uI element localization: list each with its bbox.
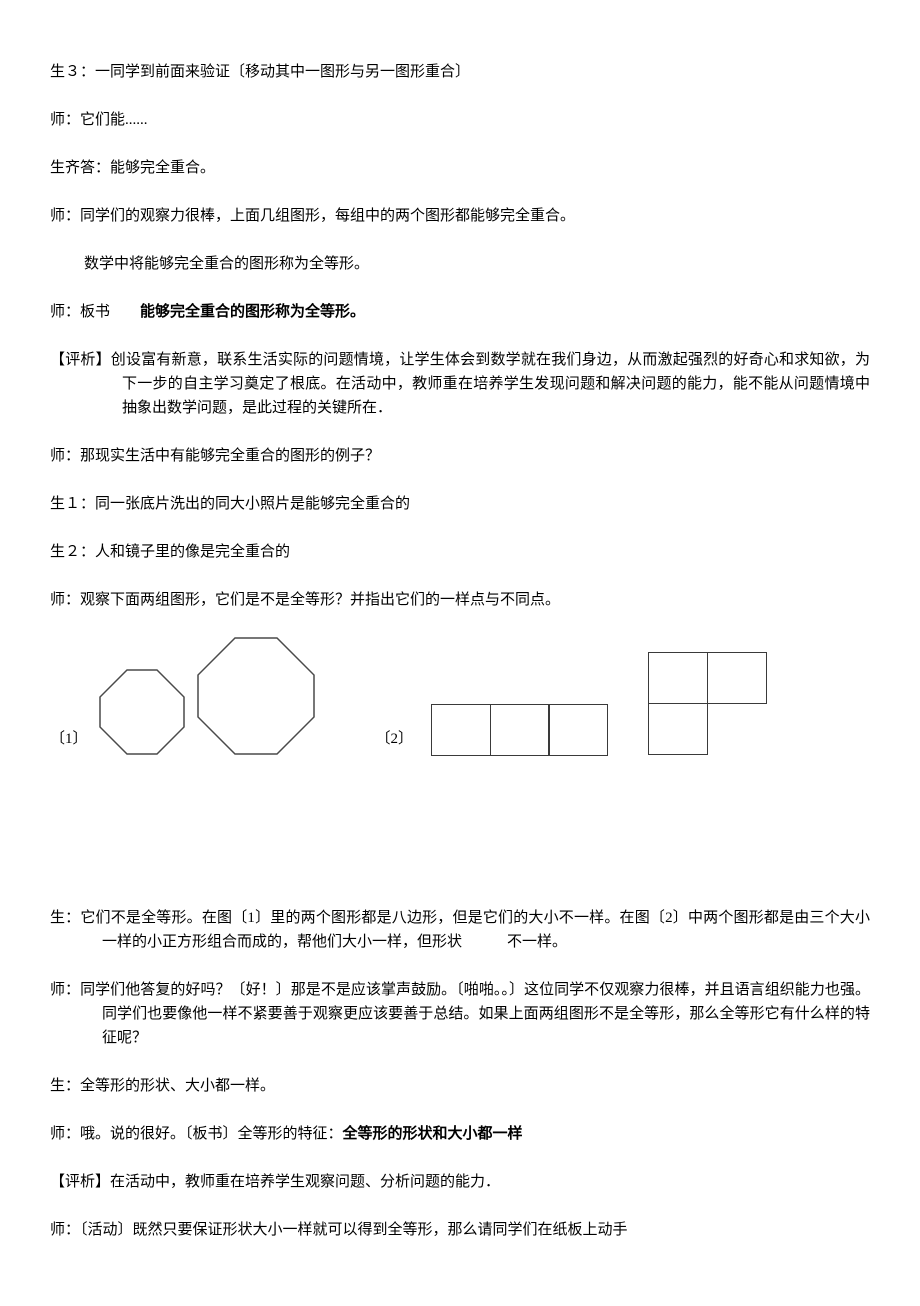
line-teacher-1: 师：它们能...... <box>50 108 870 132</box>
board-bold: 能够完全重合的图形称为全等形。 <box>140 304 365 320</box>
teacher-6-prefix: 师：哦。说的很好。〔板书〕全等形的特征： <box>50 1126 343 1142</box>
figure-1-group <box>98 636 376 756</box>
line-teacher-4: 师：观察下面两组图形，它们是不是全等形？并指出它们的一样点与不同点。 <box>50 588 870 612</box>
line-students-answer: 生齐答：能够完全重合。 <box>50 156 870 180</box>
octagon-small-icon <box>98 668 186 756</box>
rect-l-shape <box>648 652 768 756</box>
square-cell <box>648 703 708 755</box>
board-prefix: 师：板书 <box>50 304 140 320</box>
line-teacher-6: 师：哦。说的很好。〔板书〕全等形的特征：全等形的形状和大小都一样 <box>50 1122 870 1146</box>
comment-1: 【评析】创设富有新意，联系生活实际的问题情境，让学生体会到数学就在我们身边，从而… <box>50 348 870 420</box>
line-teacher-3: 师：那现实生活中有能够完全重合的图形的例子？ <box>50 444 870 468</box>
line-student-3: 生３：一同学到前面来验证〔移动其中一图形与另一图形重合〕 <box>50 60 870 84</box>
line-student-2: 生２：人和镜子里的像是完全重合的 <box>50 540 870 564</box>
rect-horizontal <box>431 704 608 756</box>
line-teacher-5: 师：同学们他答复的好吗？〔好！〕那是不是应该掌声鼓励。〔啪啪。。〕这位同学不仅观… <box>50 978 870 1050</box>
figure-2-group <box>423 652 768 756</box>
square-cell <box>431 704 491 756</box>
comment-2: 【评析】在活动中，教师重在培养学生观察问题、分析问题的能力． <box>50 1170 870 1194</box>
line-student-1: 生１：同一张底片洗出的同大小照片是能够完全重合的 <box>50 492 870 516</box>
teacher-6-bold: 全等形的形状和大小都一样 <box>343 1126 523 1142</box>
line-student-answer-3: 生：全等形的形状、大小都一样。 <box>50 1074 870 1098</box>
figures-row: 〔1〕 〔2〕 <box>50 636 870 756</box>
square-cell <box>548 704 608 756</box>
line-teacher-2b: 数学中将能够完全重合的图形称为全等形。 <box>50 252 870 276</box>
square-cell <box>490 704 550 756</box>
line-teacher-board: 师：板书 能够完全重合的图形称为全等形。 <box>50 300 870 324</box>
square-cell <box>707 652 767 704</box>
line-teacher-7: 师：〔活动〕既然只要保证形状大小一样就可以得到全等形，那么请同学们在纸板上动手 <box>50 1218 870 1242</box>
square-cell <box>648 652 708 704</box>
octagon-large-icon <box>196 636 316 756</box>
figure-1-label: 〔1〕 <box>50 727 88 748</box>
line-student-answer-2: 生：它们不是全等形。在图〔1〕里的两个图形都是八边形，但是它们的大小不一样。在图… <box>50 906 870 954</box>
line-teacher-2: 师：同学们的观察力很棒，上面几组图形，每组中的两个图形都能够完全重合。 <box>50 204 870 228</box>
figure-2-label: 〔2〕 <box>376 727 414 748</box>
